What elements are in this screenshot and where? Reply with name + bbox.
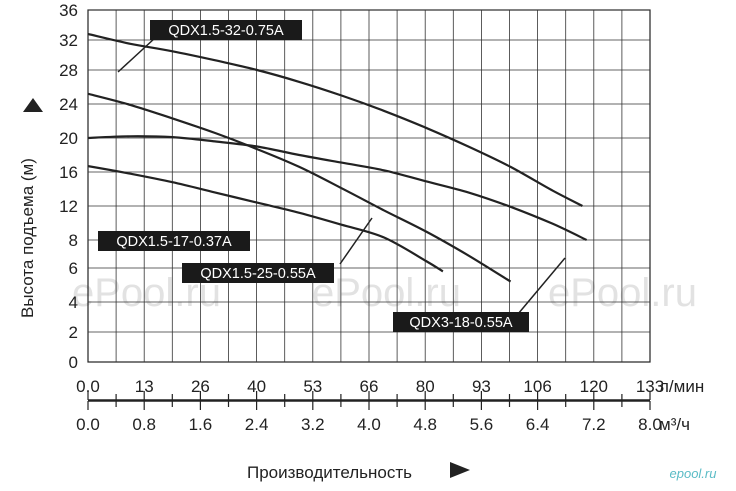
x-tick-label: 40 <box>247 377 266 396</box>
x-tick-label: 5.6 <box>470 415 494 434</box>
series-label-box <box>393 312 529 332</box>
x-tick-label: 80 <box>416 377 435 396</box>
series-label-box <box>150 20 302 40</box>
x-tick-label: 4.8 <box>413 415 437 434</box>
logo-text: epool.ru <box>670 466 717 481</box>
series-line-3 <box>88 135 588 241</box>
site-logo: epool.ru <box>655 466 731 481</box>
series-label-text: QDX1.5-17-0.37A <box>116 234 232 250</box>
x-tick-label: 133 <box>636 377 664 396</box>
x-tick-label: 93 <box>472 377 491 396</box>
x-tick-label: 13 <box>135 377 154 396</box>
x-tick-label: 26 <box>191 377 210 396</box>
y-tick-label: 32 <box>59 31 78 50</box>
y-tick-label: 40 <box>59 0 78 4</box>
x-tick-label: 3.2 <box>301 415 325 434</box>
y-tick-label: 2 <box>69 323 78 342</box>
x-axis-label: Производительность <box>247 463 412 482</box>
x-tick-label: 53 <box>303 377 322 396</box>
y-tick-label: 4 <box>69 293 78 312</box>
x-tick-label: 4.0 <box>357 415 381 434</box>
label-leader-line <box>117 37 156 73</box>
watermark-group: ePool.ru ePool.ru ePool.ru <box>72 271 697 315</box>
series-line-1 <box>88 32 583 207</box>
y-tick-label: 16 <box>59 163 78 182</box>
series-label-1: QDX1.5-32-0.75A <box>150 20 302 40</box>
x-tick-label: 8.0 <box>638 415 662 434</box>
y-tick-label: 20 <box>59 129 78 148</box>
x-tick-label: 7.2 <box>582 415 606 434</box>
curves <box>88 32 588 283</box>
x-tick-label: 66 <box>360 377 379 396</box>
x-tick-label: 2.4 <box>245 415 269 434</box>
series-label-text: QDX1.5-32-0.75A <box>168 23 284 39</box>
x-tick-label: 1.6 <box>189 415 213 434</box>
x-axis-arrow-icon <box>450 462 470 478</box>
label-leaders <box>117 37 566 315</box>
y-tick-label: 6 <box>69 259 78 278</box>
series-label-box <box>98 231 250 251</box>
series-label-text: QDX3-18-0.55A <box>409 315 512 331</box>
y-axis-arrow-icon <box>23 98 43 112</box>
y-tick-label: 8 <box>69 231 78 250</box>
y-tick-label: 24 <box>59 95 78 114</box>
series-label-3: QDX3-18-0.55A <box>393 312 529 332</box>
x-tick-label: 0.0 <box>76 377 100 396</box>
series-label-text: QDX1.5-25-0.55A <box>200 266 316 282</box>
x-axis-unit: л/мин <box>659 377 704 396</box>
y-tick-label: 36 <box>59 1 78 20</box>
y-tick-label: 12 <box>59 197 78 216</box>
series-line-2 <box>88 92 512 283</box>
label-leader-line <box>517 257 566 315</box>
x-tick-label: 6.4 <box>526 415 550 434</box>
grid <box>87 9 651 363</box>
series-line-4 <box>88 165 444 273</box>
x-tick-label: 0.0 <box>76 415 100 434</box>
y-tick-label: 0 <box>69 353 78 372</box>
x-axis-unit: м³/ч <box>659 415 690 434</box>
series-labels: QDX1.5-32-0.75A QDX1.5-25-0.55A QDX3-18-0.… <box>98 20 529 332</box>
series-label-4: QDX1.5-17-0.37A <box>98 231 250 251</box>
x-tick-label: 120 <box>580 377 608 396</box>
series-label-box <box>182 263 334 283</box>
label-leader-line <box>339 217 373 265</box>
x-tick-label: 0.8 <box>132 415 156 434</box>
y-tick-label: 28 <box>59 61 78 80</box>
series-label-2: QDX1.5-25-0.55A <box>182 263 334 283</box>
y-axis: 024681216202428323640 <box>59 0 78 372</box>
y-axis-label: Высота подъема (м) <box>18 158 37 318</box>
x-tick-label: 106 <box>523 377 551 396</box>
watermark-text: ePool.ru <box>548 271 697 315</box>
watermark-text: ePool.ru <box>312 271 461 315</box>
